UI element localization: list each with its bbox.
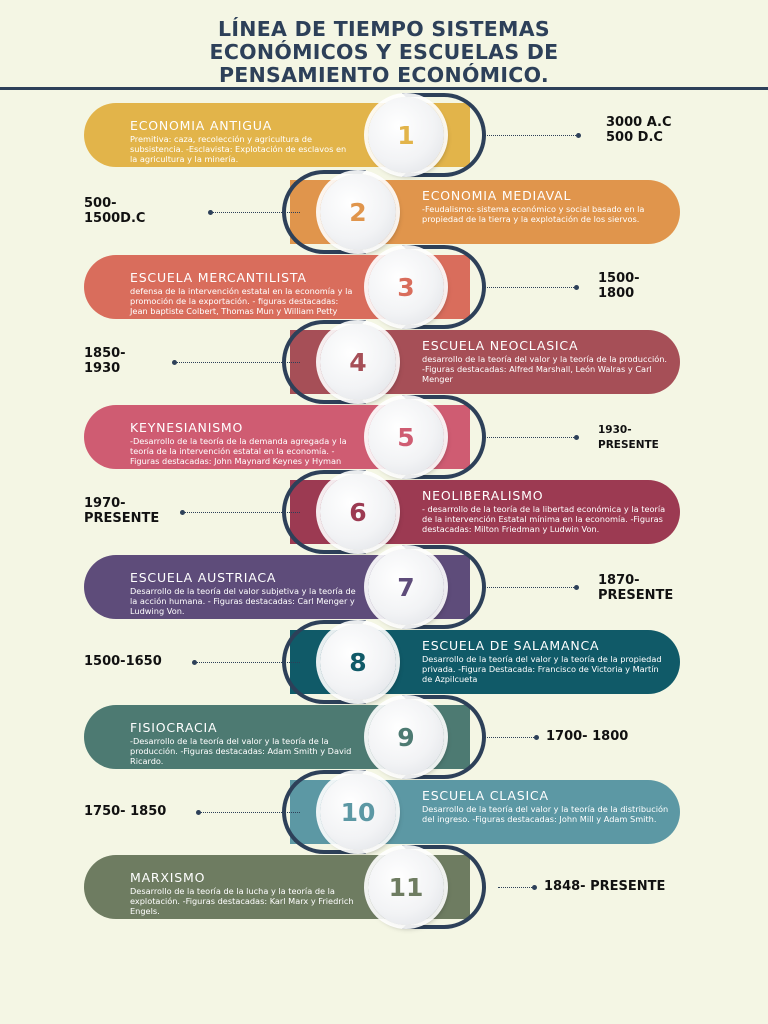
date-dot <box>192 660 197 665</box>
step-number-badge: 8 <box>320 624 396 700</box>
date-dot <box>576 133 581 138</box>
era-name: KEYNESIANISMO <box>130 420 244 435</box>
era-description: Premitiva: caza, recolección y agricultu… <box>130 134 347 165</box>
date-dot <box>574 585 579 590</box>
timeline-arc <box>402 845 486 929</box>
era-date: 1700- 1800 <box>546 729 629 744</box>
era-name: FISIOCRACIA <box>130 720 218 735</box>
title-line-2: ECONÓMICOS Y ESCUELAS DE <box>209 40 559 64</box>
date-leader-line <box>210 212 300 213</box>
date-leader-line <box>484 135 578 136</box>
era-date: 1848- PRESENTE <box>544 879 666 894</box>
era-name: ECONOMIA MEDIAVAL <box>422 188 572 203</box>
era-date: 1750- 1850 <box>84 804 167 819</box>
date-leader-line <box>484 287 576 288</box>
date-dot <box>574 435 579 440</box>
date-dot <box>208 210 213 215</box>
step-number: 7 <box>397 572 415 602</box>
date-leader-line <box>498 887 534 888</box>
era-description: -Feudalismo: sistema económico y social … <box>422 204 645 225</box>
step-number-badge: 10 <box>320 774 396 850</box>
date-leader-line <box>484 437 576 438</box>
step-number-badge: 5 <box>368 399 444 475</box>
date-leader-line <box>484 587 576 588</box>
era-description: defensa de la intervención estatal en la… <box>130 286 353 317</box>
step-number: 3 <box>397 272 415 302</box>
date-leader-line <box>198 812 300 813</box>
era-date: 3000 A.C 500 D.C <box>606 115 672 145</box>
step-number-badge: 3 <box>368 249 444 325</box>
era-name: ESCUELA NEOCLASICA <box>422 338 579 353</box>
date-dot <box>534 735 539 740</box>
era-date: 1870-PRESENTE <box>598 573 674 603</box>
title-line-3: PENSAMIENTO ECONÓMICO. <box>218 63 550 87</box>
date-leader-line <box>174 362 300 363</box>
step-number-badge: 9 <box>368 699 444 775</box>
date-dot <box>172 360 177 365</box>
step-number: 5 <box>397 422 415 452</box>
era-name: MARXISMO <box>130 870 206 885</box>
step-number: 9 <box>397 722 415 752</box>
step-number: 10 <box>340 797 376 827</box>
page-title: LÍNEA DE TIEMPO SISTEMAS ECONÓMICOS Y ES… <box>0 18 768 87</box>
step-number: 1 <box>397 120 415 150</box>
era-description: Desarrollo de la teoría del valor y la t… <box>422 654 662 685</box>
step-number-badge: 2 <box>320 174 396 250</box>
date-dot <box>180 510 185 515</box>
era-name: ESCUELA MERCANTILISTA <box>130 270 307 285</box>
era-name: NEOLIBERALISMO <box>422 488 544 503</box>
era-date: 1850-1930 <box>84 346 126 376</box>
step-number-badge: 4 <box>320 324 396 400</box>
era-date: 1930-PRESENTE <box>598 424 659 451</box>
date-leader-line <box>194 662 300 663</box>
date-leader-line <box>484 737 536 738</box>
era-name: ECONOMIA ANTIGUA <box>130 118 273 133</box>
era-date: 1500-1650 <box>84 654 162 669</box>
era-description: Desarrollo de la teoría de la lucha y la… <box>130 886 354 917</box>
step-number-badge: 7 <box>368 549 444 625</box>
title-line-1: LÍNEA DE TIEMPO SISTEMAS <box>218 17 550 41</box>
era-name: ESCUELA CLASICA <box>422 788 549 803</box>
era-description: desarrollo de la teoría del valor y la t… <box>422 354 668 385</box>
era-date: 1500-1800 <box>598 271 640 301</box>
date-dot <box>532 885 537 890</box>
step-number-badge: 11 <box>368 849 444 925</box>
step-number: 6 <box>349 497 367 527</box>
era-description: -Desarrollo de la teoría del valor y la … <box>130 736 352 767</box>
era-date: 1970-PRESENTE <box>84 496 160 526</box>
step-number: 2 <box>349 197 367 227</box>
step-number-badge: 1 <box>368 97 444 173</box>
date-dot <box>196 810 201 815</box>
era-description: Desarrollo de la teoría del valor subjet… <box>130 586 356 617</box>
era-name: ESCUELA AUSTRIACA <box>130 570 277 585</box>
date-leader-line <box>182 512 300 513</box>
date-dot <box>574 285 579 290</box>
era-description: - desarrollo de la teoría de la libertad… <box>422 504 666 535</box>
era-description: Desarrollo de la teoría del valor y la t… <box>422 804 669 825</box>
step-number-badge: 6 <box>320 474 396 550</box>
step-number: 8 <box>349 647 367 677</box>
era-name: ESCUELA DE SALAMANCA <box>422 638 600 653</box>
title-divider <box>0 87 768 90</box>
step-number: 11 <box>388 872 424 902</box>
era-description: -Desarrollo de la teoría de la demanda a… <box>130 436 347 469</box>
step-number: 4 <box>349 347 367 377</box>
era-date: 500-1500D.C <box>84 196 146 226</box>
